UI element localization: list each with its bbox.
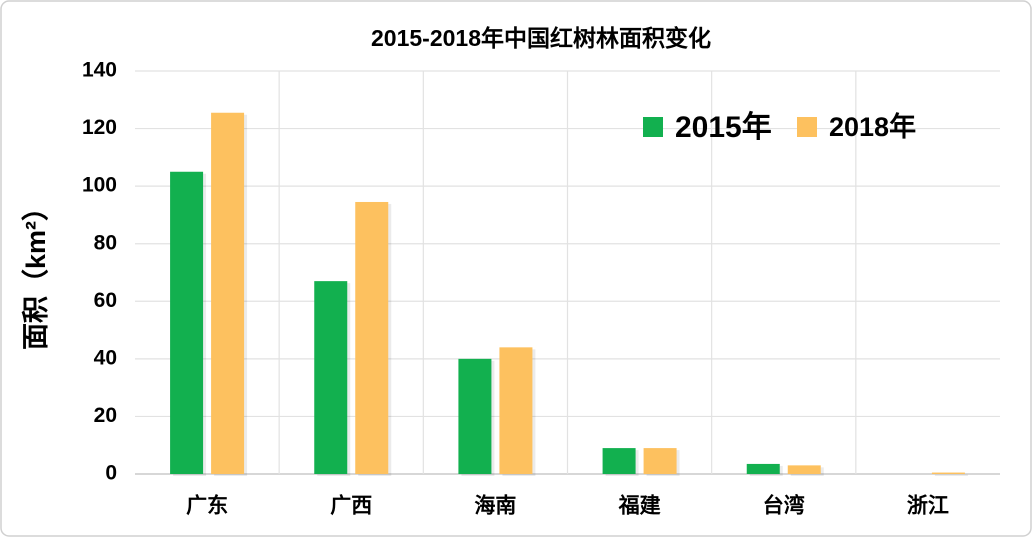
- y-axis-label: 面积（km²）: [21, 194, 51, 350]
- bar: [499, 347, 533, 474]
- bar: [602, 448, 636, 474]
- y-tick-label: 140: [82, 59, 117, 82]
- y-tick-label: 60: [94, 289, 117, 312]
- bar: [170, 171, 204, 474]
- chart-title: 2015-2018年中国红树林面积变化: [371, 25, 711, 51]
- bar: [314, 281, 348, 474]
- x-tick-label: 台湾: [763, 494, 805, 518]
- bar-shadow: [934, 474, 968, 476]
- legend-label: 2015年: [675, 111, 772, 144]
- legend-swatch: [797, 117, 817, 137]
- y-tick-label: 20: [94, 404, 117, 427]
- bar: [643, 448, 677, 474]
- bar: [746, 463, 780, 474]
- bar: [787, 465, 821, 474]
- legend-swatch: [643, 117, 663, 137]
- y-tick-label: 0: [105, 462, 117, 485]
- legend-label: 2018年: [829, 111, 916, 142]
- x-tick-label: 广西: [330, 494, 372, 518]
- x-tick-label: 浙江: [907, 495, 949, 518]
- bar: [355, 201, 389, 474]
- bar: [211, 112, 245, 474]
- x-tick-label: 广东: [186, 494, 228, 518]
- bar: [458, 358, 492, 474]
- y-tick-label: 40: [94, 346, 117, 369]
- x-tick-label: 海南: [474, 494, 516, 518]
- y-tick-label: 120: [82, 116, 117, 139]
- bar: [931, 472, 965, 474]
- y-tick-label: 100: [82, 174, 117, 197]
- y-tick-label: 80: [94, 231, 117, 254]
- x-tick-label: 福建: [618, 494, 661, 518]
